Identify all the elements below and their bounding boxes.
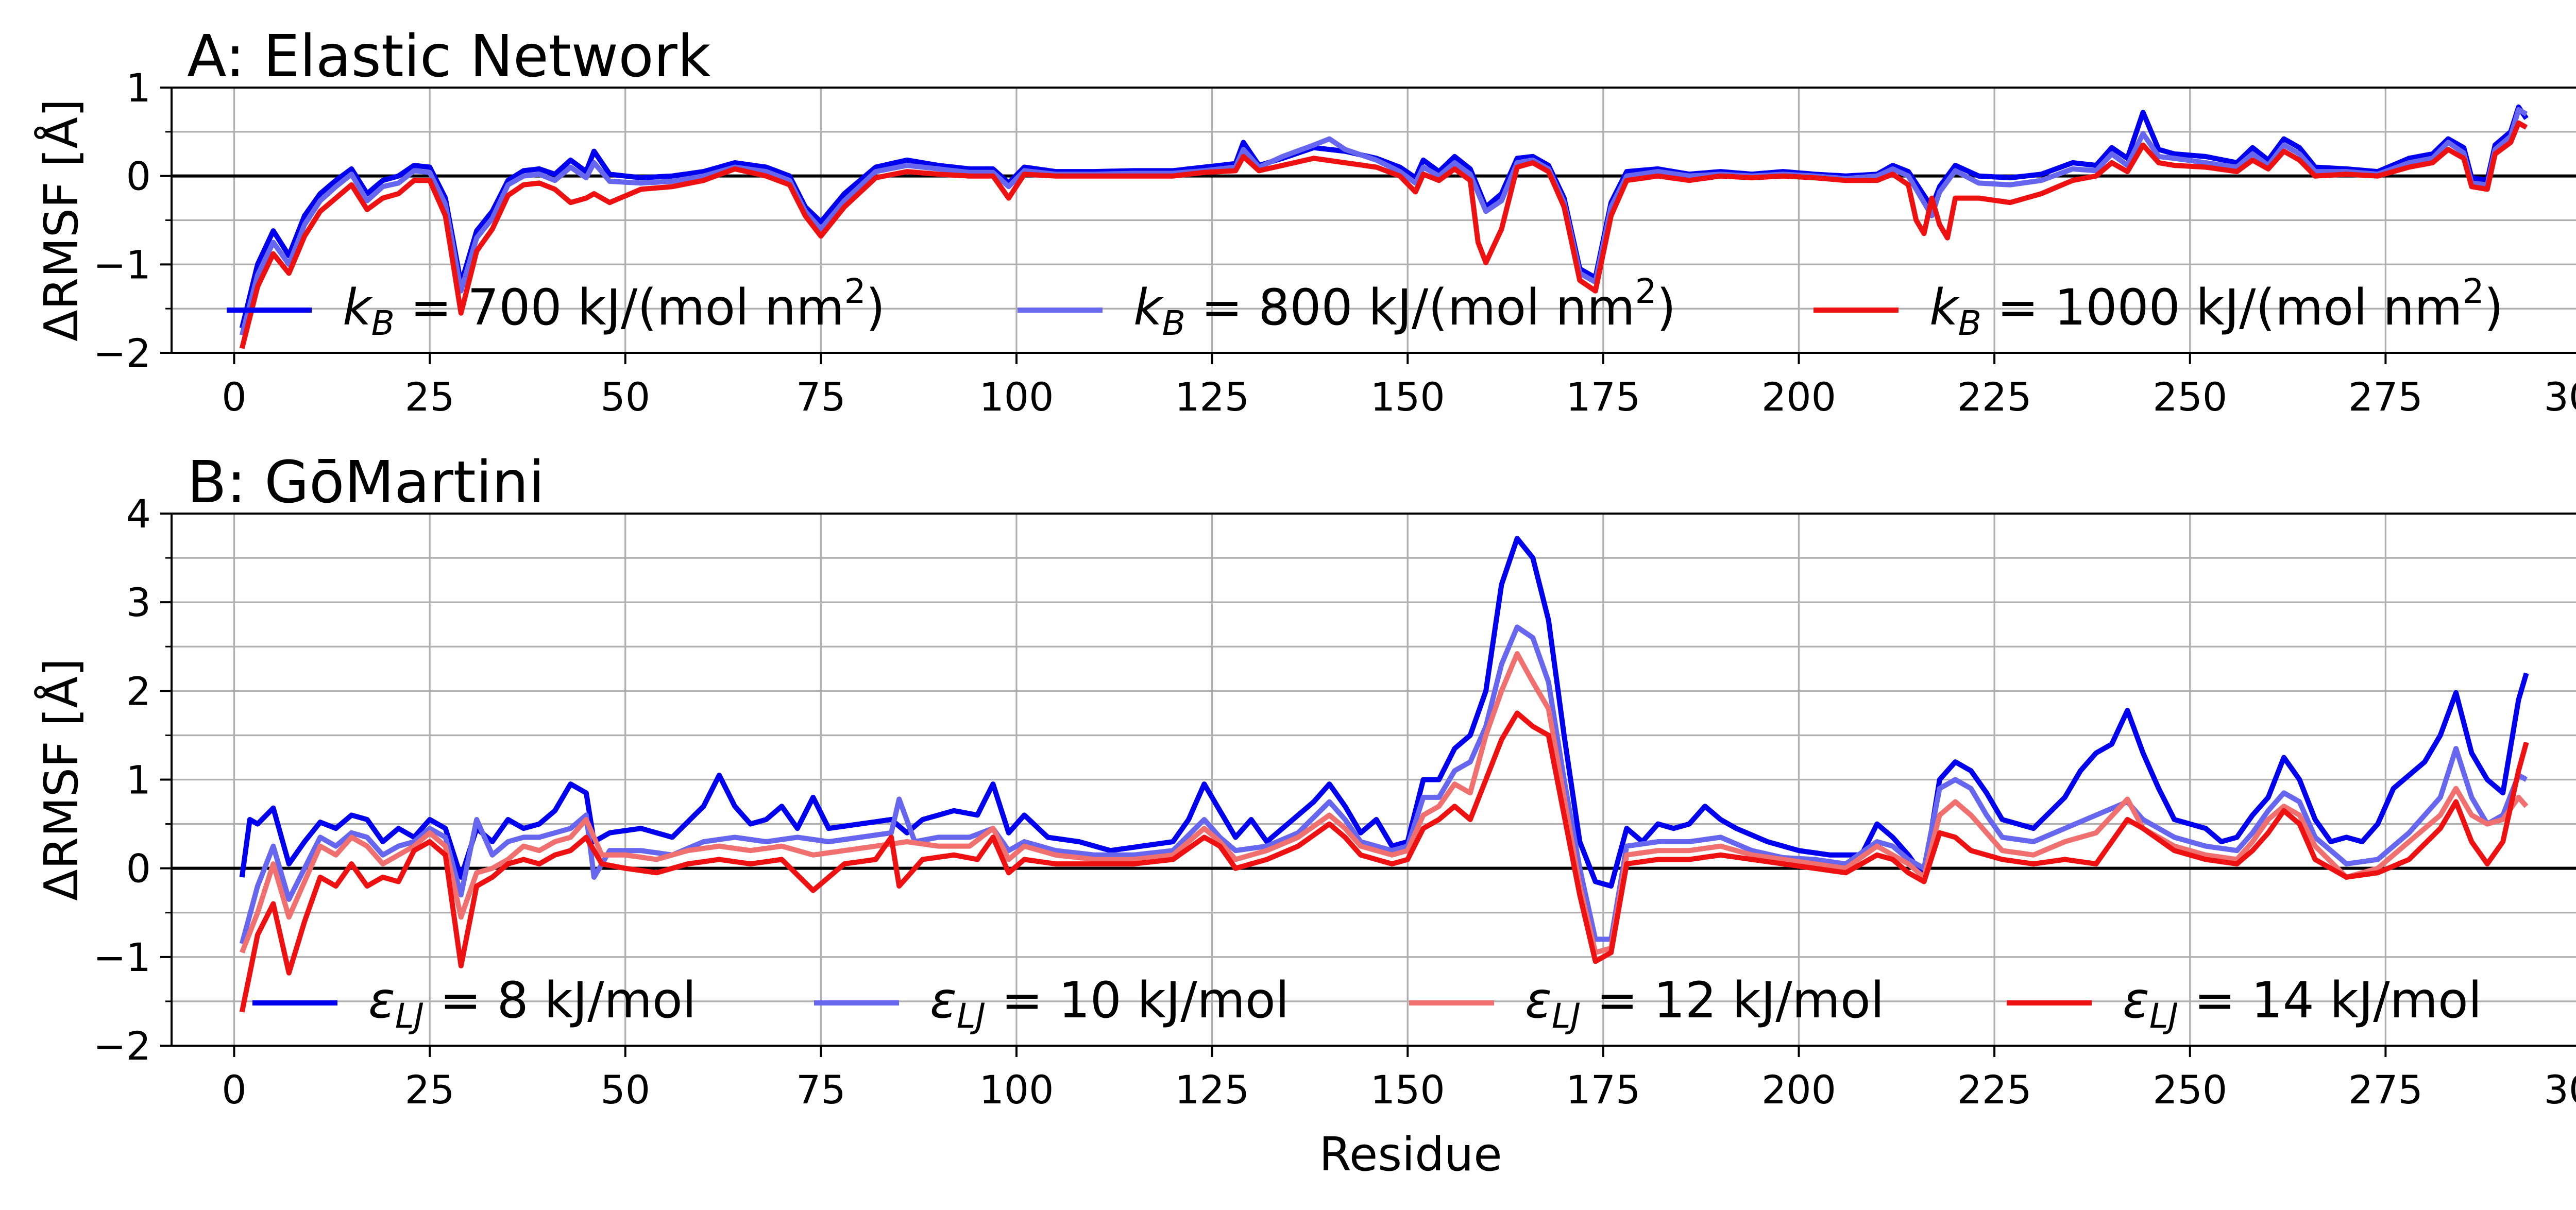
series-line-4: [239, 710, 2529, 1013]
panel-b-gomartini: 0 25 50 75 100 125 150 175 200 225 250 275 300 −2 −1 0 1…: [33, 449, 2576, 1113]
y-tick-label: −1: [93, 934, 151, 980]
x-tick-label: 125: [1175, 374, 1249, 420]
series-line-1: [239, 536, 2529, 889]
y-axis-label: ΔRMSF [Å]: [33, 99, 89, 342]
x-tick-label: 175: [1566, 374, 1640, 420]
panel-a-elastic-network: 0 25 50 75 100 125 150 175 200 225 250 275 300 −2 −1 0 1…: [33, 23, 2576, 420]
legend-item: εLJ = 10 kJ/mol: [814, 972, 1289, 1036]
x-tick-label: 200: [1761, 1067, 1836, 1113]
y-tick-label: 2: [126, 668, 151, 714]
x-axis-ticks: 0 25 50 75 100 125 150 175 200 225 250 275 300: [222, 353, 2576, 420]
x-tick-label: 25: [405, 374, 455, 420]
series-line-2: [239, 624, 2528, 945]
legend-item: εLJ = 14 kJ/mol: [2007, 972, 2482, 1036]
legend: εLJ = 8 kJ/mol εLJ = 10 kJ/mol εLJ = 12 kJ…: [252, 972, 2482, 1036]
x-tick-label: 275: [2348, 1067, 2423, 1113]
y-tick-label: 0: [126, 846, 151, 892]
x-tick-label: 100: [979, 374, 1054, 420]
legend-label: kB = 700 kJ/(mol nm2): [343, 271, 885, 343]
legend: kB = 700 kJ/(mol nm2) kB = 800 kJ/(mol nm…: [227, 271, 2503, 343]
x-tick-label: 225: [1957, 374, 2032, 420]
x-tick-label: 75: [796, 1067, 846, 1113]
y-tick-label: 1: [126, 757, 151, 803]
legend-item: εLJ = 12 kJ/mol: [1409, 972, 1884, 1036]
series-group: [239, 536, 2529, 1013]
x-tick-label: 100: [979, 1067, 1054, 1113]
y-axis-ticks: −2 −1 0 1 2 3 4: [93, 491, 172, 1069]
y-axis-label: ΔRMSF [Å]: [33, 658, 89, 901]
y-tick-label: −2: [93, 1023, 151, 1069]
legend-item: kB = 800 kJ/(mol nm2): [1018, 271, 1676, 343]
x-axis-label: Residue: [1319, 1128, 1502, 1182]
x-tick-label: 125: [1175, 1067, 1249, 1113]
y-tick-label: 3: [126, 580, 151, 625]
series-line-2: [239, 107, 2528, 336]
x-tick-label: 75: [796, 374, 846, 420]
x-tick-label: 150: [1370, 1067, 1445, 1113]
x-tick-label: 300: [2544, 374, 2576, 420]
x-tick-label: 175: [1566, 1067, 1640, 1113]
x-tick-label: 200: [1761, 374, 1836, 420]
x-tick-label: 150: [1370, 374, 1445, 420]
legend-item: εLJ = 8 kJ/mol: [252, 972, 696, 1036]
legend-label: εLJ = 10 kJ/mol: [930, 972, 1289, 1036]
x-tick-label: 50: [600, 1067, 650, 1113]
x-axis-ticks: 0 25 50 75 100 125 150 175 200 225 250 275 300: [222, 1046, 2576, 1113]
legend-label: kB = 800 kJ/(mol nm2): [1133, 271, 1676, 343]
y-tick-label: 1: [126, 65, 151, 111]
x-tick-label: 0: [222, 1067, 246, 1113]
legend-label: εLJ = 12 kJ/mol: [1525, 972, 1884, 1036]
panel-title: A: Elastic Network: [187, 23, 711, 90]
y-axis-ticks: −2 −1 0 1: [93, 65, 172, 376]
y-tick-label: 4: [126, 491, 151, 537]
x-tick-label: 50: [600, 374, 650, 420]
x-tick-label: 300: [2544, 1067, 2576, 1113]
panel-title: B: GōMartini: [187, 449, 545, 516]
x-tick-label: 250: [2153, 374, 2227, 420]
y-tick-label: 0: [126, 154, 151, 199]
legend-item: kB = 1000 kJ/(mol nm2): [1814, 271, 2503, 343]
series-line-3: [239, 120, 2528, 349]
x-tick-label: 275: [2348, 374, 2423, 420]
legend-item: kB = 700 kJ/(mol nm2): [227, 271, 885, 343]
x-tick-label: 250: [2153, 1067, 2227, 1113]
y-tick-label: −1: [93, 242, 151, 287]
x-tick-label: 225: [1957, 1067, 2032, 1113]
y-tick-label: −2: [93, 330, 151, 376]
x-tick-label: 0: [222, 374, 246, 420]
legend-label: εLJ = 8 kJ/mol: [368, 972, 696, 1036]
x-tick-label: 25: [405, 1067, 455, 1113]
legend-label: εLJ = 14 kJ/mol: [2123, 972, 2482, 1036]
legend-label: kB = 1000 kJ/(mol nm2): [1929, 271, 2503, 343]
series-group: [239, 104, 2529, 349]
